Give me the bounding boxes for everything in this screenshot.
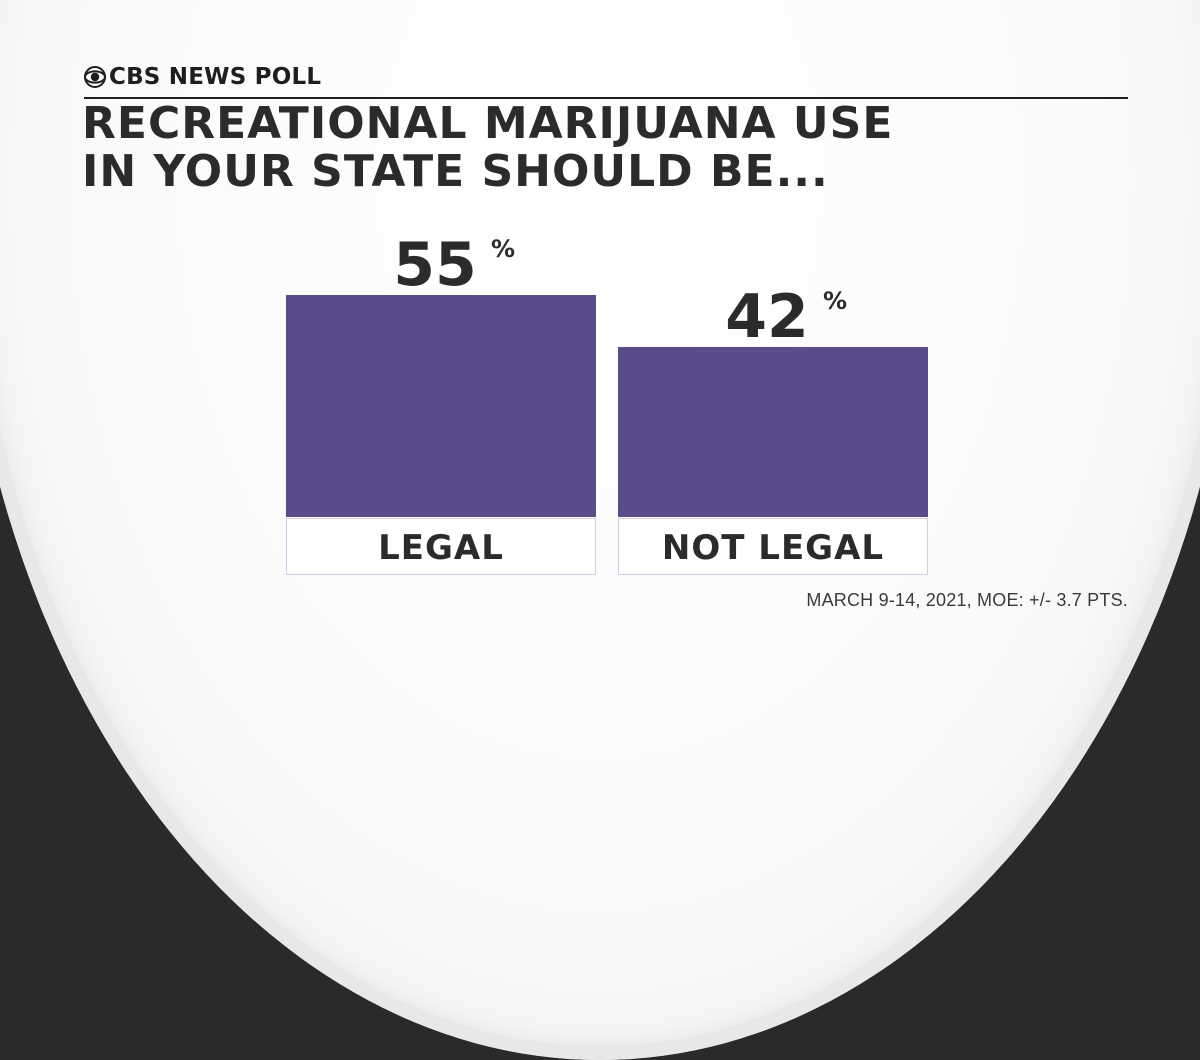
brand-label: CBS NEWS POLL	[109, 64, 322, 90]
percent-sign-not-legal: %	[823, 287, 847, 315]
value-label-legal: 55	[393, 230, 477, 300]
category-box-not-legal	[618, 518, 928, 575]
value-label-not-legal: 42	[725, 282, 809, 352]
brand-header: CBS NEWS POLL	[84, 64, 321, 90]
chart-title: RECREATIONAL MARIJUANA USE IN YOUR STATE…	[82, 100, 1142, 196]
poll-graphic: CBS NEWS POLL RECREATIONAL MARIJUANA USE…	[82, 64, 1142, 610]
category-label-legal: LEGAL	[378, 528, 504, 568]
bar-chart: LEGAL 55 % NOT LEGAL 42%	[286, 230, 928, 575]
chart-title-line-2: IN YOUR STATE SHOULD BE...	[82, 146, 829, 197]
bar-not-legal	[618, 347, 928, 517]
cbs-eye-icon	[84, 66, 106, 88]
survey-footnote: MARCH 9-14, 2021, MOE: +/- 3.7 PTS.	[806, 590, 1128, 610]
percent-sign-legal: %	[491, 235, 515, 263]
chart-title-line-1: RECREATIONAL MARIJUANA USE	[82, 98, 894, 149]
bar-legal	[286, 295, 596, 517]
category-label-not-legal: NOT LEGAL	[662, 528, 884, 568]
category-box-legal	[286, 518, 596, 575]
header-divider	[84, 97, 1128, 99]
